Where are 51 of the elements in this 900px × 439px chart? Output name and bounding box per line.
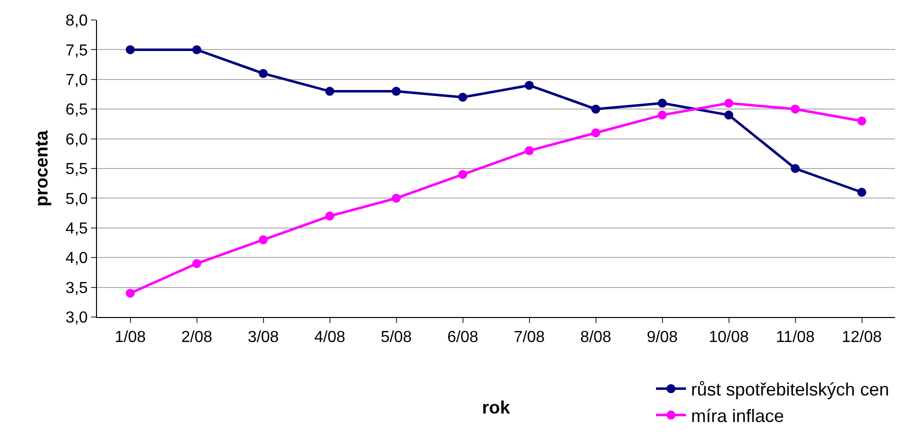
y-tick-label: 5,0 — [66, 190, 88, 208]
x-tick-label: 10/08 — [708, 329, 749, 346]
point — [325, 86, 334, 96]
x-tick-label: 2/08 — [181, 329, 212, 346]
y-tick-label: 3,5 — [66, 280, 88, 297]
point — [724, 110, 734, 120]
point — [192, 45, 202, 54]
y-tick-label: 6,5 — [66, 102, 88, 119]
legend-label: růst spotřebitelských cen — [691, 380, 890, 400]
y-tick-label: 5,5 — [66, 161, 88, 178]
point — [658, 98, 667, 108]
point — [724, 98, 734, 108]
point — [658, 110, 667, 120]
x-tick-label: 7/08 — [514, 329, 545, 346]
y-axis-title: procenta — [32, 130, 52, 207]
point — [392, 86, 401, 96]
point — [458, 92, 468, 102]
y-tick-label: 3,0 — [66, 310, 88, 327]
x-tick-label: 6/08 — [447, 329, 478, 346]
x-tick-label: 11/08 — [776, 329, 815, 346]
point — [790, 104, 800, 114]
x-tick-label: 5/08 — [380, 329, 412, 346]
y-tick-label: 4,5 — [66, 220, 88, 238]
point — [790, 164, 800, 173]
point — [857, 116, 866, 126]
x-tick-label: 1/08 — [114, 329, 146, 346]
y-tick-label: 4,0 — [66, 250, 88, 268]
point — [192, 259, 202, 268]
x-tick-label: 9/08 — [646, 329, 678, 346]
x-tick-label: 3/08 — [248, 329, 279, 346]
point — [458, 170, 468, 179]
y-tick-label: 6,0 — [66, 131, 88, 148]
point — [591, 128, 600, 138]
x-tick-label: 4/08 — [314, 329, 346, 346]
x-tick-label: 12/08 — [842, 329, 882, 346]
x-axis-title: rok — [482, 397, 511, 418]
point — [258, 235, 268, 244]
point — [126, 288, 135, 298]
point — [325, 212, 334, 221]
point — [126, 45, 135, 54]
x-tick-label: 8/08 — [580, 329, 612, 346]
point — [524, 146, 534, 156]
y-tick-label: 8,0 — [66, 12, 88, 30]
y-tick-label: 7,0 — [66, 72, 88, 89]
point — [258, 68, 268, 78]
point — [392, 194, 401, 203]
point — [524, 80, 534, 90]
legend-label: míra inflace — [691, 406, 784, 426]
y-tick-label: 7,5 — [66, 42, 88, 60]
point — [591, 104, 600, 114]
point — [857, 188, 866, 197]
